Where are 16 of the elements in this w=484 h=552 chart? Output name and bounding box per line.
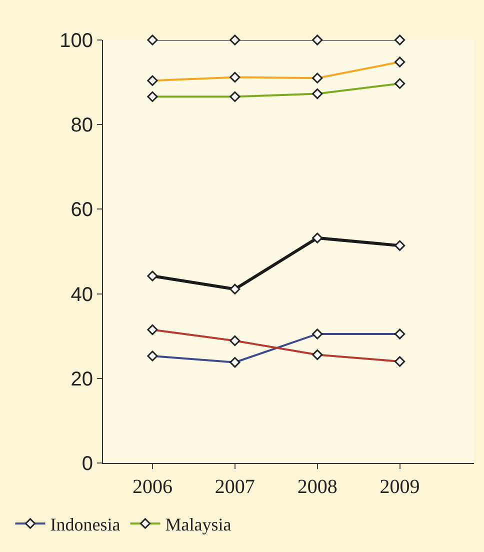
x-tick-label: 2008 [297,476,338,498]
legend-label: Indonesia [50,514,120,535]
point [394,240,406,251]
point [312,232,323,244]
x-tick-label: 2007 [214,476,255,498]
y-tick-label: 40 [70,284,93,306]
legend-label: Malaysia [165,514,232,535]
y-tick-label: 20 [70,368,93,390]
y-tick-label: 100 [60,30,93,52]
y-tick-label: 0 [82,453,93,475]
y-tick-label: 60 [70,199,93,222]
y-tick-label: 80 [70,114,93,137]
point [230,284,240,294]
point [147,270,158,282]
x-tick-label: 2009 [380,476,420,498]
x-tick-label: 2006 [132,476,172,498]
